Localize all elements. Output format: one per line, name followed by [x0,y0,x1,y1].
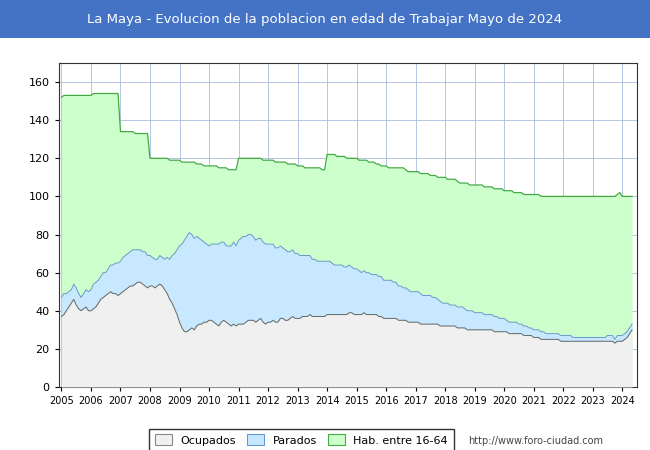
Legend: Ocupados, Parados, Hab. entre 16-64: Ocupados, Parados, Hab. entre 16-64 [150,428,454,450]
Text: La Maya - Evolucion de la poblacion en edad de Trabajar Mayo de 2024: La Maya - Evolucion de la poblacion en e… [88,13,562,26]
Text: http://www.foro-ciudad.com: http://www.foro-ciudad.com [468,436,603,446]
